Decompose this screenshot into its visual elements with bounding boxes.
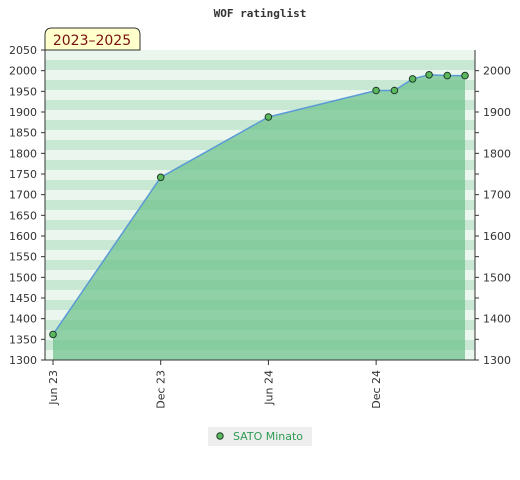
band bbox=[45, 70, 475, 80]
y-tick-label-left: 1950 bbox=[9, 85, 37, 98]
y-tick-label-left: 1350 bbox=[9, 333, 37, 346]
data-point bbox=[156, 173, 165, 182]
y-tick-label-right: 1700 bbox=[483, 189, 511, 202]
y-tick-label-left: 1650 bbox=[9, 209, 37, 222]
marker-layer bbox=[49, 71, 469, 339]
band bbox=[45, 100, 475, 110]
band bbox=[45, 110, 475, 120]
series-area bbox=[53, 74, 465, 360]
badge-shape bbox=[44, 27, 141, 51]
band bbox=[45, 90, 475, 100]
legend-box bbox=[208, 427, 312, 446]
y-tick-label-left: 2000 bbox=[9, 65, 37, 78]
band bbox=[45, 50, 475, 60]
x-tick-label: Dec 23 bbox=[155, 370, 168, 409]
x-tick-label: Dec 24 bbox=[370, 370, 383, 409]
y-tick-label-left: 1750 bbox=[9, 168, 37, 181]
legend[interactable]: SATO Minato bbox=[208, 427, 312, 446]
band bbox=[45, 60, 475, 70]
y-tick-label-right: 1900 bbox=[483, 106, 511, 119]
data-point bbox=[443, 71, 452, 80]
badge-label: 2023–2025 bbox=[53, 33, 131, 49]
legend-label: SATO Minato bbox=[233, 430, 303, 443]
y-tick-label-left: 1600 bbox=[9, 230, 37, 243]
y-tick-label-right: 2000 bbox=[483, 65, 511, 78]
data-point bbox=[264, 113, 273, 121]
y-tick-label-left: 1850 bbox=[9, 127, 37, 140]
y-tick-label-right: 1300 bbox=[483, 354, 511, 367]
data-point bbox=[425, 71, 433, 79]
y-tick-label-left: 2050 bbox=[9, 44, 37, 57]
y-tick-label-left: 1900 bbox=[9, 106, 37, 119]
y-tick-label-right: 1500 bbox=[483, 271, 511, 284]
y-tick-label-left: 1800 bbox=[9, 147, 37, 160]
data-point bbox=[49, 330, 57, 339]
y-tick-label-left: 1300 bbox=[9, 354, 37, 367]
y-tick-label-left: 1700 bbox=[9, 189, 37, 202]
legend-marker bbox=[216, 432, 224, 440]
data-point bbox=[390, 86, 399, 95]
y-tick-label-left: 1400 bbox=[9, 313, 37, 326]
x-tick-label: Jun 23 bbox=[47, 370, 60, 406]
data-point bbox=[408, 75, 417, 83]
data-point bbox=[461, 71, 469, 80]
chart-title: WOF ratinglist bbox=[214, 7, 307, 20]
y-tick-label-right: 1600 bbox=[483, 230, 511, 243]
band bbox=[45, 80, 475, 90]
y-tick-label-left: 1500 bbox=[9, 271, 37, 284]
y-tick-label-left: 1550 bbox=[9, 251, 37, 264]
y-tick-label-right: 1400 bbox=[483, 313, 511, 326]
y-tick-label-right: 1800 bbox=[483, 147, 511, 160]
axes: 1300 1350 1400 1450 1500 1550 1600 1650 1700 1750… bbox=[9, 44, 511, 409]
y-tick-label-left: 1450 bbox=[9, 292, 37, 305]
period-badge: 2023–2025 bbox=[44, 27, 141, 51]
x-tick-label: Jun 24 bbox=[262, 370, 275, 406]
data-point bbox=[372, 86, 380, 95]
